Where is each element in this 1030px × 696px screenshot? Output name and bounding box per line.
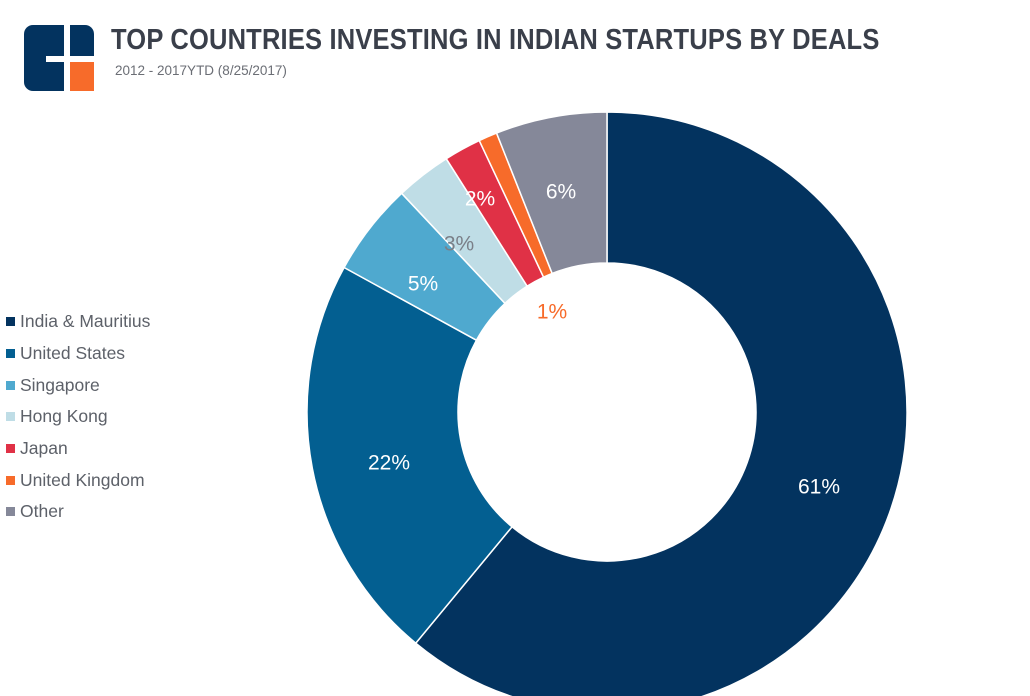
legend-item: India & Mauritius: [6, 306, 150, 338]
legend-swatch: [6, 507, 15, 517]
chart-title: TOP COUNTRIES INVESTING IN INDIAN STARTU…: [111, 24, 880, 56]
slice-value-label: 22%: [368, 452, 410, 475]
legend-item: Japan: [6, 433, 150, 465]
legend-label: Japan: [20, 438, 68, 459]
donut-slice: [306, 266, 514, 645]
legend-item: United Kingdom: [6, 464, 150, 496]
legend-label: United States: [20, 343, 126, 364]
slice-value-label: 5%: [408, 273, 438, 296]
legend-label: India & Mauritius: [20, 311, 151, 332]
legend: India & Mauritius United States Singapore H…: [6, 306, 150, 528]
legend-item: Hong Kong: [6, 401, 150, 433]
donut-slice: [414, 111, 908, 696]
legend-swatch: [6, 412, 15, 422]
slice-value-label: 61%: [798, 476, 840, 499]
legend-swatch: [6, 317, 15, 327]
legend-label: Other: [20, 501, 64, 522]
company-logo: [24, 25, 94, 91]
donut-slice: [495, 111, 608, 275]
legend-swatch: [6, 380, 15, 390]
legend-label: Singapore: [20, 374, 100, 395]
legend-item: Other: [6, 496, 150, 528]
legend-swatch: [6, 475, 15, 485]
legend-label: United Kingdom: [20, 469, 145, 490]
slice-value-label: 3%: [444, 233, 474, 256]
legend-label: Hong Kong: [20, 406, 108, 427]
slice-value-label: 2%: [465, 188, 495, 211]
legend-swatch: [6, 444, 15, 454]
legend-swatch: [6, 349, 15, 359]
legend-item: United States: [6, 338, 150, 370]
slice-value-label: 1%: [537, 301, 567, 324]
legend-item: Singapore: [6, 369, 150, 401]
chart-subtitle: 2012 - 2017YTD (8/25/2017): [115, 63, 287, 78]
slice-value-label: 6%: [546, 181, 576, 204]
